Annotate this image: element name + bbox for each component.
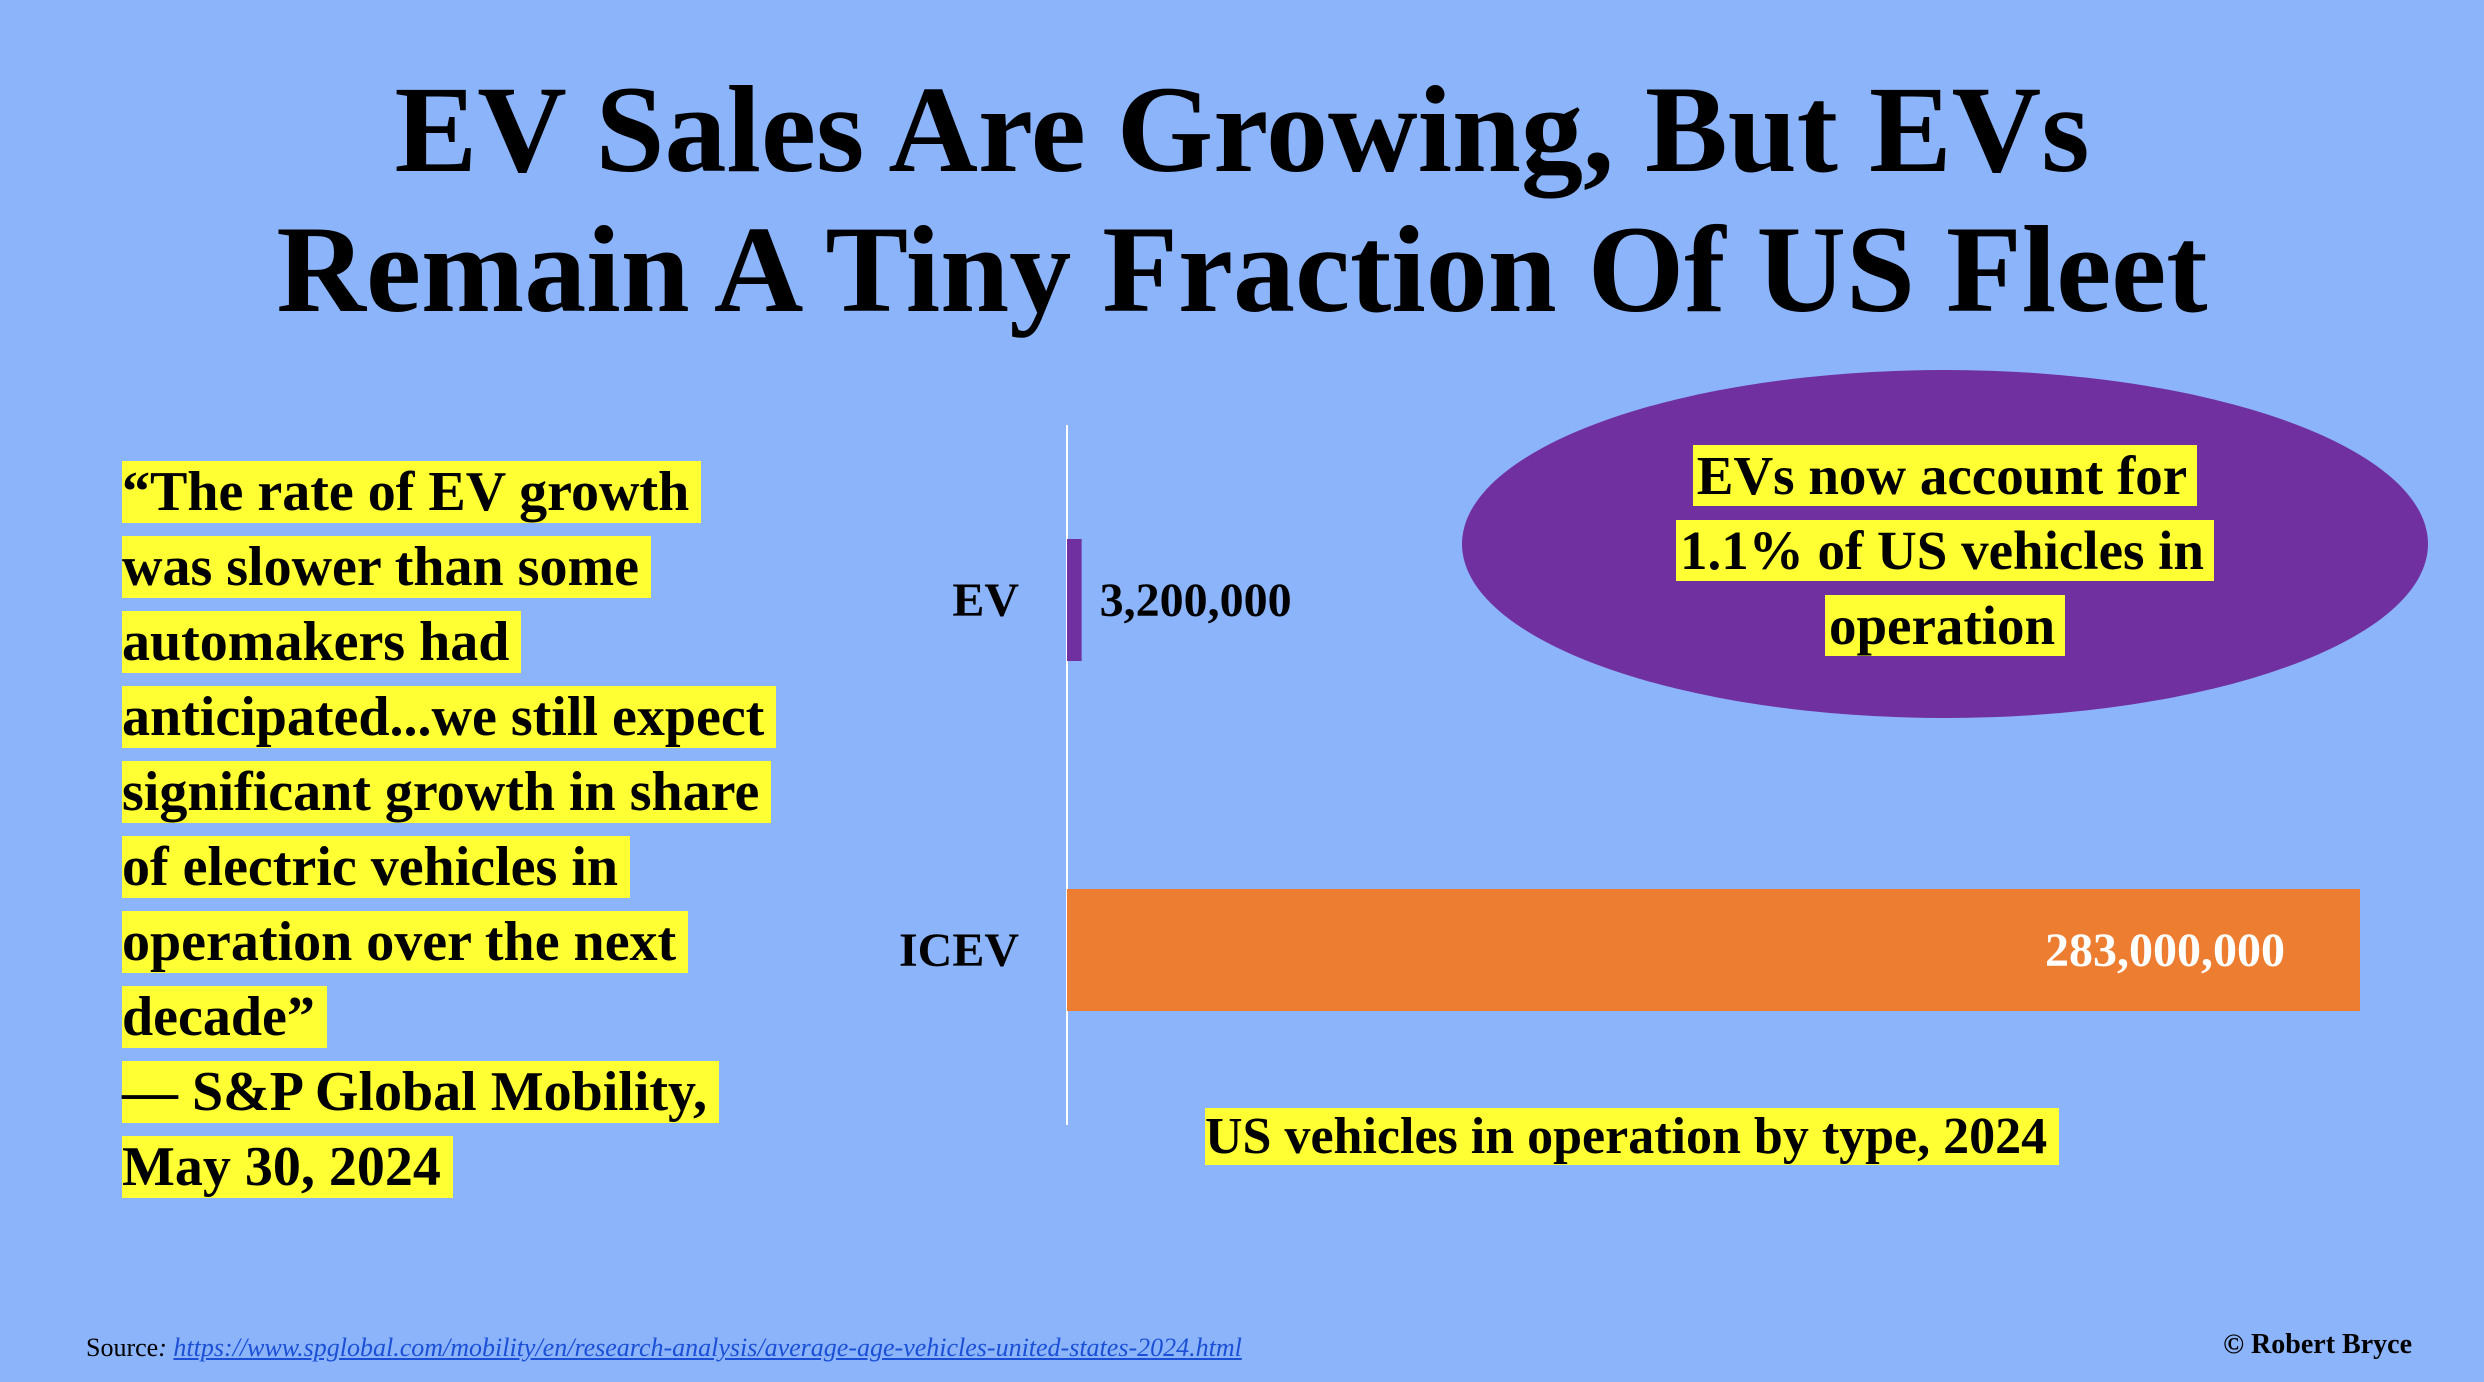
callout-line: EVs now account for [1462,438,2428,513]
quote-line: operation over the next [122,905,882,980]
callout-line: 1.1% of US vehicles in [1462,513,2428,588]
page-title-line-2: Remain A Tiny Fraction Of US Fleet [276,201,2208,338]
quote-date: May 30, 2024 [122,1130,882,1205]
bar-ev [1067,539,1082,661]
category-label-icev: ICEV [899,924,1019,977]
quote-line: was slower than some [122,530,882,605]
quote-line: automakers had [122,605,882,680]
source-separator: : [158,1333,174,1362]
data-label-icev: 283,000,000 [2045,924,2285,977]
callout-text: EVs now account for 1.1% of US vehicles … [1462,438,2428,663]
category-label-ev: EV [952,574,1019,627]
data-label-ev: 3,200,000 [1100,574,1292,627]
source-label: Source [86,1333,159,1362]
chart-title: US vehicles in operation by type, 2024 [1205,1105,2060,1169]
copyright: © Robert Bryce [2223,1329,2412,1360]
page-title-line-1: EV Sales Are Growing, But EVs [394,61,2090,198]
bar-icev [1067,889,2360,1011]
source-note: Source: https://www.spglobal.com/mobilit… [86,1332,1242,1364]
source-link[interactable]: https://www.spglobal.com/mobility/en/res… [173,1333,1242,1362]
quote-line: “The rate of EV growth [122,455,882,530]
quote-line: anticipated...we still expect [122,680,882,755]
quote-attribution: — S&P Global Mobility, [122,1055,882,1130]
quote-line: decade” [122,980,882,1055]
callout-line: operation [1462,588,2428,663]
quote-block: “The rate of EV growth was slower than s… [122,455,882,1205]
quote-line: of electric vehicles in [122,830,882,905]
quote-line: significant growth in share [122,755,882,830]
